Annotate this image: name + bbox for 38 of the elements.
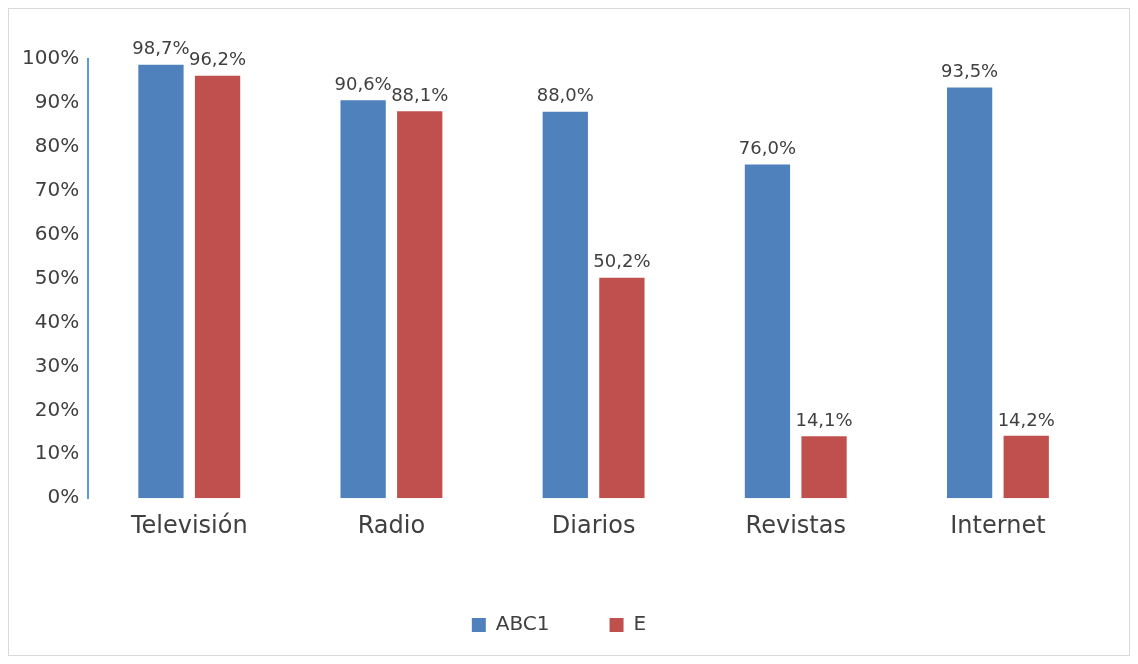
legend-label: ABC1 xyxy=(495,611,550,636)
y-tick-label: 80% xyxy=(34,133,80,158)
x-tick-label: Internet xyxy=(950,510,1046,539)
x-tick-label: Revistas xyxy=(745,510,846,539)
y-tick-label: 10% xyxy=(34,440,80,465)
legend-label: E xyxy=(633,611,647,636)
y-tick-label: 30% xyxy=(34,352,80,377)
bar xyxy=(946,87,993,499)
data-label: 76,0% xyxy=(738,137,797,159)
data-label: 90,6% xyxy=(334,72,392,94)
data-label: 98,7% xyxy=(132,37,190,59)
y-tick-label: 20% xyxy=(34,396,80,421)
bar xyxy=(744,164,791,499)
bar xyxy=(801,436,847,499)
data-label: 50,2% xyxy=(593,250,651,272)
data-label: 14,1% xyxy=(795,408,853,430)
x-tick-label: Diarios xyxy=(551,510,636,539)
bar xyxy=(599,277,645,499)
bar xyxy=(1003,435,1049,499)
y-tick-label: 100% xyxy=(21,45,80,70)
data-label: 96,2% xyxy=(188,48,247,70)
bar xyxy=(542,111,588,499)
bar xyxy=(194,75,241,499)
y-tick-label: 40% xyxy=(34,308,80,333)
y-tick-label: 90% xyxy=(34,89,80,114)
x-tick-label: Radio xyxy=(357,510,426,539)
data-label: 88,1% xyxy=(391,83,449,105)
data-label: 93,5% xyxy=(941,60,999,82)
data-label: 88,0% xyxy=(536,84,594,106)
bar xyxy=(138,64,184,499)
data-label: 14,2% xyxy=(997,408,1055,430)
y-tick-label: 60% xyxy=(34,220,80,245)
y-tick-label: 50% xyxy=(34,264,80,289)
bar xyxy=(397,111,443,499)
x-tick-label: Televisión xyxy=(129,510,248,539)
y-tick-label: 70% xyxy=(34,176,80,201)
bar xyxy=(340,100,386,499)
y-tick-label: 0% xyxy=(47,484,80,509)
